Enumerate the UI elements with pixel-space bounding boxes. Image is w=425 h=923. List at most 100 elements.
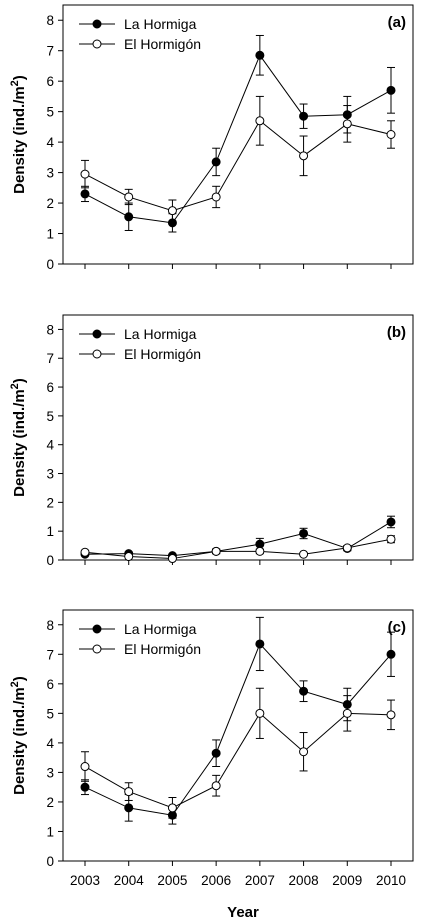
data-point	[386, 85, 396, 95]
y-tick-label: 0	[46, 257, 54, 272]
data-point	[80, 782, 90, 792]
y-tick-label: 8	[46, 13, 54, 28]
y-tick-label: 4	[46, 736, 54, 751]
y-tick-label: 0	[46, 553, 54, 568]
data-point	[124, 552, 134, 562]
y-tick-label: 2	[46, 196, 54, 211]
data-point	[255, 708, 265, 718]
legend-marker	[92, 349, 102, 359]
data-point	[211, 748, 221, 758]
series-0	[80, 34, 396, 233]
data-point	[124, 787, 134, 797]
y-axis-title-main: Density (ind./m	[11, 86, 28, 194]
y-axis-title: Density (ind./m2)	[9, 75, 28, 194]
data-point	[386, 517, 396, 527]
data-point	[167, 803, 177, 813]
series-1	[80, 95, 396, 222]
legend-label: La Hormiga	[124, 16, 197, 32]
x-tick-label: 2005	[157, 873, 187, 888]
data-point	[299, 111, 309, 121]
y-tick-label: 2	[46, 495, 54, 510]
x-tick-label: 2010	[376, 873, 406, 888]
legend-label: El Hormigón	[124, 346, 201, 362]
y-axis-title-close: )	[11, 378, 28, 383]
data-point	[342, 543, 352, 553]
y-tick-label: 1	[46, 227, 54, 242]
legend-marker	[92, 644, 102, 654]
panel-label: (c)	[388, 619, 406, 636]
panel-label: (a)	[388, 14, 406, 31]
chart-panel-2: 0 1 2 3 4 5 6 7 8 2003 2004 2005 2006 2007 2008 2009 201…	[9, 609, 414, 921]
y-tick-label: 5	[46, 105, 54, 120]
plot-frame	[62, 609, 414, 862]
data-point	[255, 639, 265, 649]
legend-marker	[92, 329, 102, 339]
y-tick-label: 5	[46, 706, 54, 721]
x-tick-label: 2004	[114, 873, 145, 888]
data-point	[386, 649, 396, 659]
data-point	[342, 119, 352, 129]
data-point	[299, 549, 309, 559]
data-point	[386, 534, 396, 544]
legend-label: La Hormiga	[124, 326, 197, 342]
y-axis-title-sup: 2	[9, 80, 21, 86]
y-tick-label: 4	[46, 135, 54, 150]
x-tick-label: 2006	[201, 873, 231, 888]
x-tick-label: 2003	[70, 873, 100, 888]
y-axis-title-sup: 2	[9, 681, 21, 687]
plot-frame	[62, 4, 414, 265]
y-tick-label: 0	[46, 854, 54, 869]
data-point	[124, 192, 134, 202]
y-tick-label: 8	[46, 618, 54, 633]
y-axis-title: Density (ind./m2)	[9, 378, 28, 497]
data-point	[211, 192, 221, 202]
series-1	[80, 534, 396, 564]
data-point	[386, 130, 396, 139]
legend-marker	[92, 39, 102, 49]
y-axis-title: Density (ind./m2)	[9, 676, 28, 795]
y-tick-label: 3	[46, 166, 54, 181]
x-tick-label: 2007	[245, 873, 275, 888]
data-point	[80, 189, 90, 199]
series-line	[84, 120, 392, 212]
panel-label: (b)	[387, 324, 406, 341]
y-axis-title-close: )	[11, 676, 28, 681]
y-tick-label: 4	[46, 438, 54, 453]
series-1	[80, 687, 396, 819]
x-tick-label: 2008	[289, 873, 319, 888]
y-tick-label: 8	[46, 322, 54, 337]
plot-frame	[62, 314, 414, 561]
data-point	[80, 169, 90, 179]
series-line	[84, 54, 392, 224]
data-point	[299, 151, 309, 161]
y-tick-label: 2	[46, 795, 54, 810]
series-line	[84, 521, 392, 557]
legend-marker	[92, 19, 102, 29]
y-tick-label: 7	[46, 647, 54, 662]
legend-label: La Hormiga	[124, 621, 197, 637]
data-point	[124, 803, 134, 813]
data-point	[211, 781, 221, 791]
data-point	[211, 546, 221, 556]
y-tick-label: 1	[46, 824, 54, 839]
y-axis-title-sup: 2	[9, 383, 21, 389]
x-tick-label: 2009	[332, 873, 362, 888]
y-tick-label: 7	[46, 44, 54, 59]
y-tick-label: 1	[46, 524, 54, 539]
y-tick-label: 7	[46, 351, 54, 366]
y-tick-label: 6	[46, 74, 54, 89]
x-axis-title: Year	[227, 904, 259, 921]
data-point	[342, 708, 352, 718]
y-tick-label: 5	[46, 409, 54, 424]
legend-label: El Hormigón	[124, 36, 201, 52]
legend-marker	[92, 624, 102, 634]
series-line	[84, 643, 392, 816]
data-point	[255, 50, 265, 60]
data-point	[386, 710, 396, 720]
data-point	[299, 747, 309, 757]
y-axis-title-main: Density (ind./m	[11, 687, 28, 795]
legend-label: El Hormigón	[124, 641, 201, 657]
y-axis-title-close: )	[11, 75, 28, 80]
